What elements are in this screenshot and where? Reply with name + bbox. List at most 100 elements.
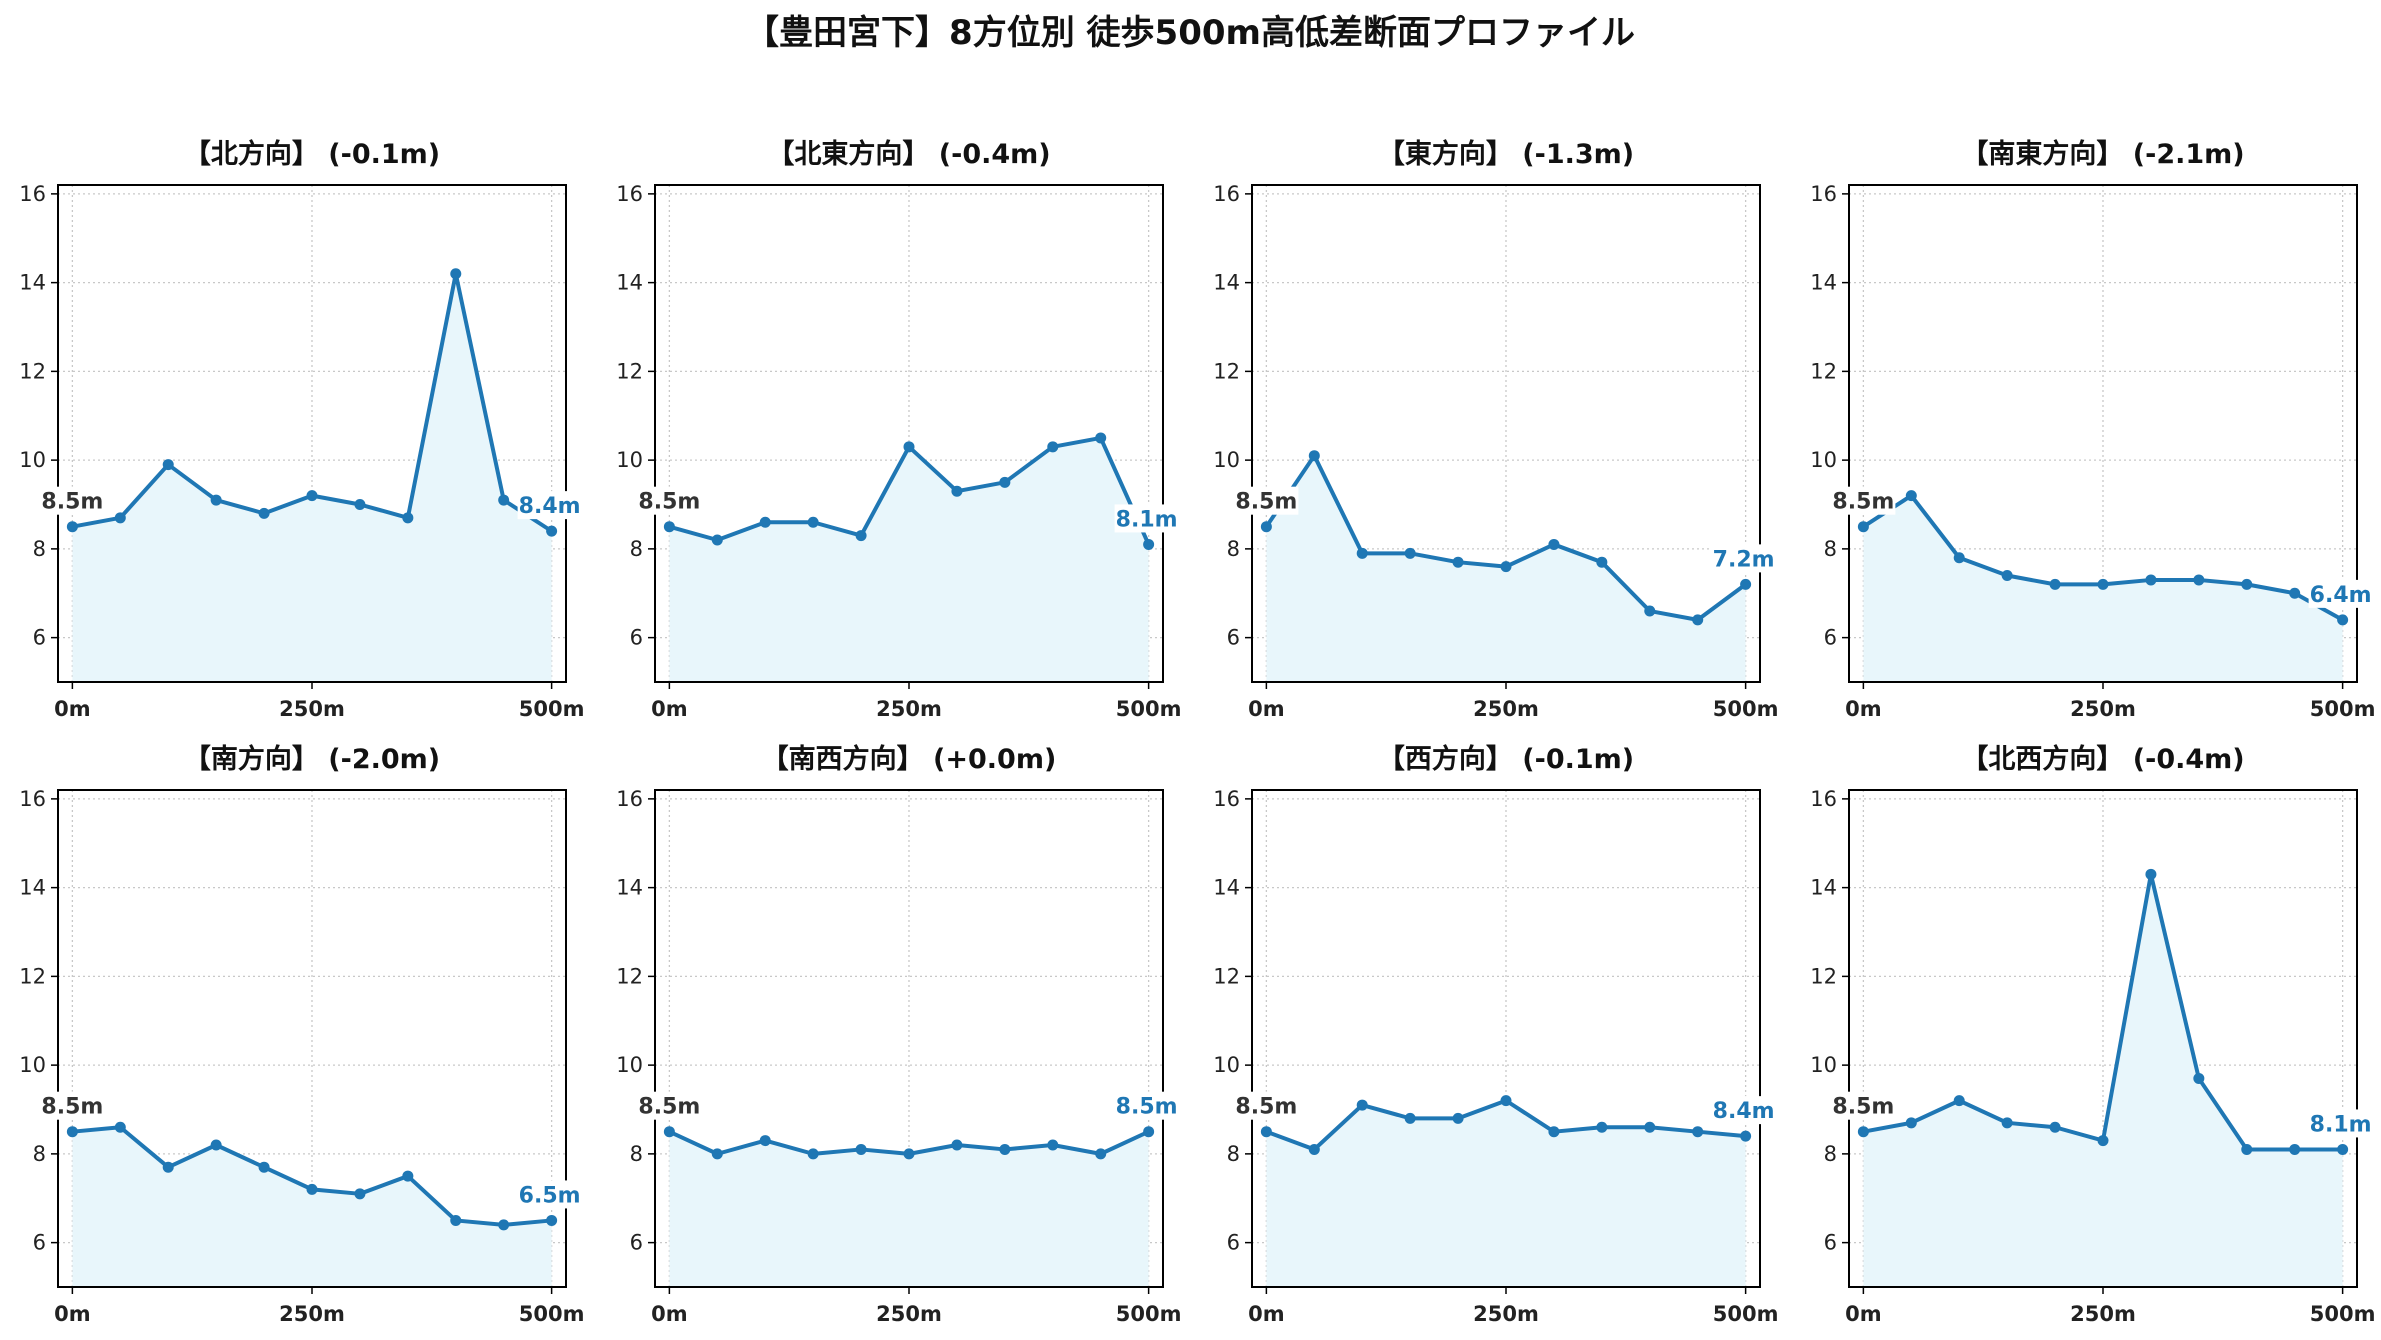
data-point-250	[1500, 561, 1512, 573]
panel-title: 【東方向】 (-1.3m)	[1378, 138, 1634, 170]
data-point-300	[1548, 1126, 1560, 1138]
y-tick-label: 14	[1810, 876, 1837, 900]
y-tick-label: 12	[1810, 359, 1837, 383]
x-tick-label: 0m	[651, 697, 688, 721]
end-elevation-label: 8.4m	[1713, 1099, 1775, 1124]
elevation-area	[669, 1131, 1149, 1287]
data-point-300	[2145, 868, 2157, 880]
end-elevation-label: 6.4m	[2310, 583, 2372, 608]
y-tick-label: 6	[33, 1231, 46, 1255]
end-label-bg	[2308, 1109, 2373, 1138]
data-point-500	[2337, 614, 2349, 626]
data-point-300	[354, 1188, 366, 1200]
y-tick-label: 16	[1213, 182, 1240, 206]
data-point-300	[951, 485, 963, 497]
data-point-400	[1644, 1121, 1656, 1133]
data-point-0	[1260, 521, 1272, 533]
data-point-100	[162, 1161, 174, 1173]
x-tick-label: 500m	[1713, 1302, 1779, 1326]
data-point-500	[546, 525, 558, 537]
data-point-0	[663, 1126, 675, 1138]
y-tick-label: 12	[1213, 359, 1240, 383]
panel-6: 【西方向】 (-0.1m) 6 8 10 12 14 16 0m 250m 500m 8.5m 8.4…	[1213, 743, 1778, 1326]
end-elevation-label: 7.2m	[1713, 547, 1775, 572]
data-point-450	[1095, 1148, 1107, 1160]
end-label-bg	[1114, 504, 1179, 533]
y-tick-label: 10	[1213, 448, 1240, 472]
data-point-350	[1596, 1121, 1608, 1133]
data-point-500	[1143, 538, 1155, 550]
start-label-bg	[40, 1091, 105, 1120]
data-point-500	[1740, 1130, 1752, 1142]
end-label-bg	[1711, 1096, 1776, 1125]
data-point-450	[1095, 432, 1107, 444]
y-tick-label: 6	[630, 1231, 643, 1255]
end-elevation-label: 8.1m	[1116, 507, 1178, 532]
data-point-350	[402, 512, 414, 524]
data-point-100	[1356, 1099, 1368, 1111]
data-point-300	[2145, 574, 2157, 586]
elevation-area	[669, 437, 1149, 682]
end-label-bg	[2308, 579, 2373, 608]
x-tick-label: 500m	[2310, 1302, 2376, 1326]
y-tick-label: 16	[616, 787, 643, 811]
y-tick-label: 10	[19, 448, 46, 472]
x-tick-label: 0m	[54, 697, 91, 721]
x-tick-label: 0m	[1248, 1302, 1285, 1326]
data-point-200	[855, 1143, 867, 1155]
x-tick-label: 500m	[1713, 697, 1779, 721]
y-tick-label: 16	[1213, 787, 1240, 811]
end-elevation-label: 6.5m	[519, 1183, 581, 1208]
data-point-350	[402, 1170, 414, 1182]
y-tick-label: 14	[19, 271, 46, 295]
data-point-0	[1857, 1126, 1869, 1138]
x-tick-label: 0m	[651, 1302, 688, 1326]
y-tick-label: 14	[616, 271, 643, 295]
y-tick-label: 12	[616, 359, 643, 383]
data-point-200	[258, 1161, 270, 1173]
x-tick-label: 500m	[519, 1302, 585, 1326]
data-point-200	[2049, 1121, 2061, 1133]
y-tick-label: 8	[1824, 537, 1837, 561]
panel-title: 【北西方向】 (-0.4m)	[1961, 743, 2244, 775]
data-point-250	[306, 1183, 318, 1195]
data-point-200	[855, 530, 867, 542]
end-label-bg	[517, 491, 582, 520]
start-label-bg	[1831, 486, 1896, 515]
data-point-350	[2193, 574, 2205, 586]
start-label-bg	[1234, 1091, 1299, 1120]
data-point-50	[1308, 1143, 1320, 1155]
end-label-bg	[1114, 1091, 1179, 1120]
elevation-area	[72, 1127, 552, 1287]
data-point-150	[2001, 1117, 2013, 1129]
y-tick-label: 6	[1824, 1231, 1837, 1255]
start-elevation-label: 8.5m	[41, 1095, 103, 1120]
data-point-400	[1047, 441, 1059, 453]
data-point-450	[1692, 1126, 1704, 1138]
data-point-400	[450, 1214, 462, 1226]
y-tick-label: 12	[1810, 964, 1837, 988]
x-tick-label: 500m	[1116, 1302, 1182, 1326]
data-point-200	[258, 507, 270, 519]
data-point-150	[210, 494, 222, 506]
x-tick-label: 500m	[2310, 697, 2376, 721]
x-tick-label: 500m	[1116, 697, 1182, 721]
panel-2: 【東方向】 (-1.3m) 6 8 10 12 14 16 0m 250m 500m 8.5m 7.2…	[1213, 138, 1778, 721]
y-tick-label: 16	[1810, 787, 1837, 811]
y-tick-label: 8	[630, 537, 643, 561]
x-tick-label: 250m	[2070, 697, 2136, 721]
x-tick-label: 0m	[1248, 697, 1285, 721]
panel-title: 【北東方向】 (-0.4m)	[767, 138, 1050, 170]
x-tick-label: 500m	[519, 697, 585, 721]
start-elevation-label: 8.5m	[638, 490, 700, 515]
start-label-bg	[637, 1091, 702, 1120]
data-point-350	[1596, 556, 1608, 568]
y-tick-label: 16	[19, 787, 46, 811]
data-point-50	[114, 512, 126, 524]
data-point-300	[354, 499, 366, 510]
end-label-bg	[1711, 544, 1776, 573]
data-point-50	[1905, 1117, 1917, 1129]
x-tick-label: 250m	[1473, 697, 1539, 721]
data-point-0	[66, 521, 78, 533]
data-point-0	[1260, 1126, 1272, 1138]
